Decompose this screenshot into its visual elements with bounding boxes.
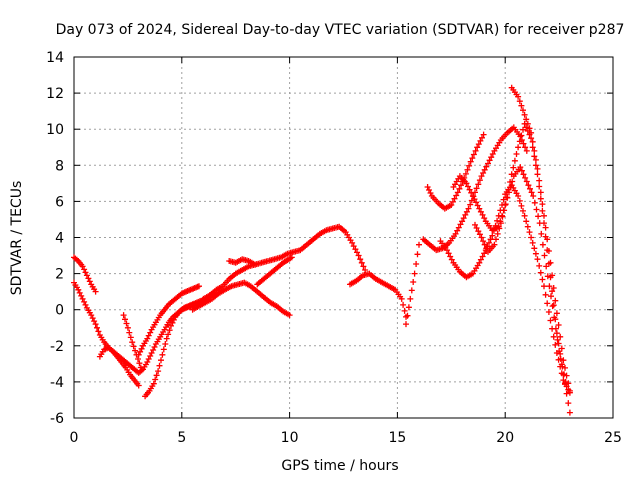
series-sat-r xyxy=(508,84,573,394)
data-point-markers xyxy=(508,84,573,394)
y-tick-label: -6 xyxy=(50,411,64,427)
x-axis-label: GPS time / hours xyxy=(281,458,398,474)
series-sat-o xyxy=(437,182,573,396)
series-sat-b xyxy=(71,254,99,295)
data-point-markers xyxy=(120,312,144,371)
chart-title: Day 073 of 2024, Sidereal Day-to-day VTE… xyxy=(56,22,625,38)
data-point-markers xyxy=(189,279,293,319)
y-tick-label: 10 xyxy=(46,122,64,138)
x-tick-label: 5 xyxy=(177,430,186,446)
y-tick-label: 6 xyxy=(55,194,64,210)
series-sat-l xyxy=(403,241,422,328)
y-tick-label: 14 xyxy=(46,50,64,66)
y-tick-label: 0 xyxy=(55,303,64,319)
data-point-markers xyxy=(472,164,569,385)
x-tick-label: 15 xyxy=(388,430,406,446)
x-tick-label: 10 xyxy=(281,430,299,446)
x-tick-label: 20 xyxy=(496,430,514,446)
data-point-markers xyxy=(226,256,259,268)
x-tick-label: 25 xyxy=(604,430,622,446)
y-axis-label: SDTVAR / TECUs xyxy=(9,181,25,296)
x-axis-ticks: 0 5 10 15 20 25 xyxy=(70,57,622,446)
series-sat-c xyxy=(96,344,142,389)
series-sat-n xyxy=(424,131,487,212)
data-point-markers xyxy=(96,344,142,389)
data-point-markers xyxy=(135,283,202,358)
y-tick-label: 8 xyxy=(55,158,64,174)
data-point-markers xyxy=(347,270,409,320)
series-sat-e xyxy=(142,290,218,400)
data-points xyxy=(71,84,573,416)
y-axis-ticks: -6 -4 -2 0 2 4 6 8 10 12 14 xyxy=(46,50,613,427)
grid-lines xyxy=(74,57,613,418)
x-tick-label: 0 xyxy=(70,430,79,446)
y-tick-label: 4 xyxy=(55,231,64,247)
series-sat-d xyxy=(120,312,144,371)
data-point-markers xyxy=(142,290,218,400)
data-point-markers xyxy=(254,254,295,288)
y-tick-label: 2 xyxy=(55,267,64,283)
data-point-markers xyxy=(424,131,487,212)
series-sat-g xyxy=(189,279,293,319)
y-tick-label: -2 xyxy=(50,339,64,355)
data-point-markers xyxy=(71,254,99,295)
y-tick-label: 12 xyxy=(46,86,64,102)
series-sat-i xyxy=(226,256,259,268)
series-sat-j xyxy=(254,254,295,288)
y-tick-label: -4 xyxy=(50,375,64,391)
series-sat-q xyxy=(472,164,569,385)
data-point-markers xyxy=(437,182,573,396)
series-sat-k xyxy=(347,270,409,320)
data-point-markers xyxy=(403,241,422,328)
series-sat-f xyxy=(135,283,202,358)
